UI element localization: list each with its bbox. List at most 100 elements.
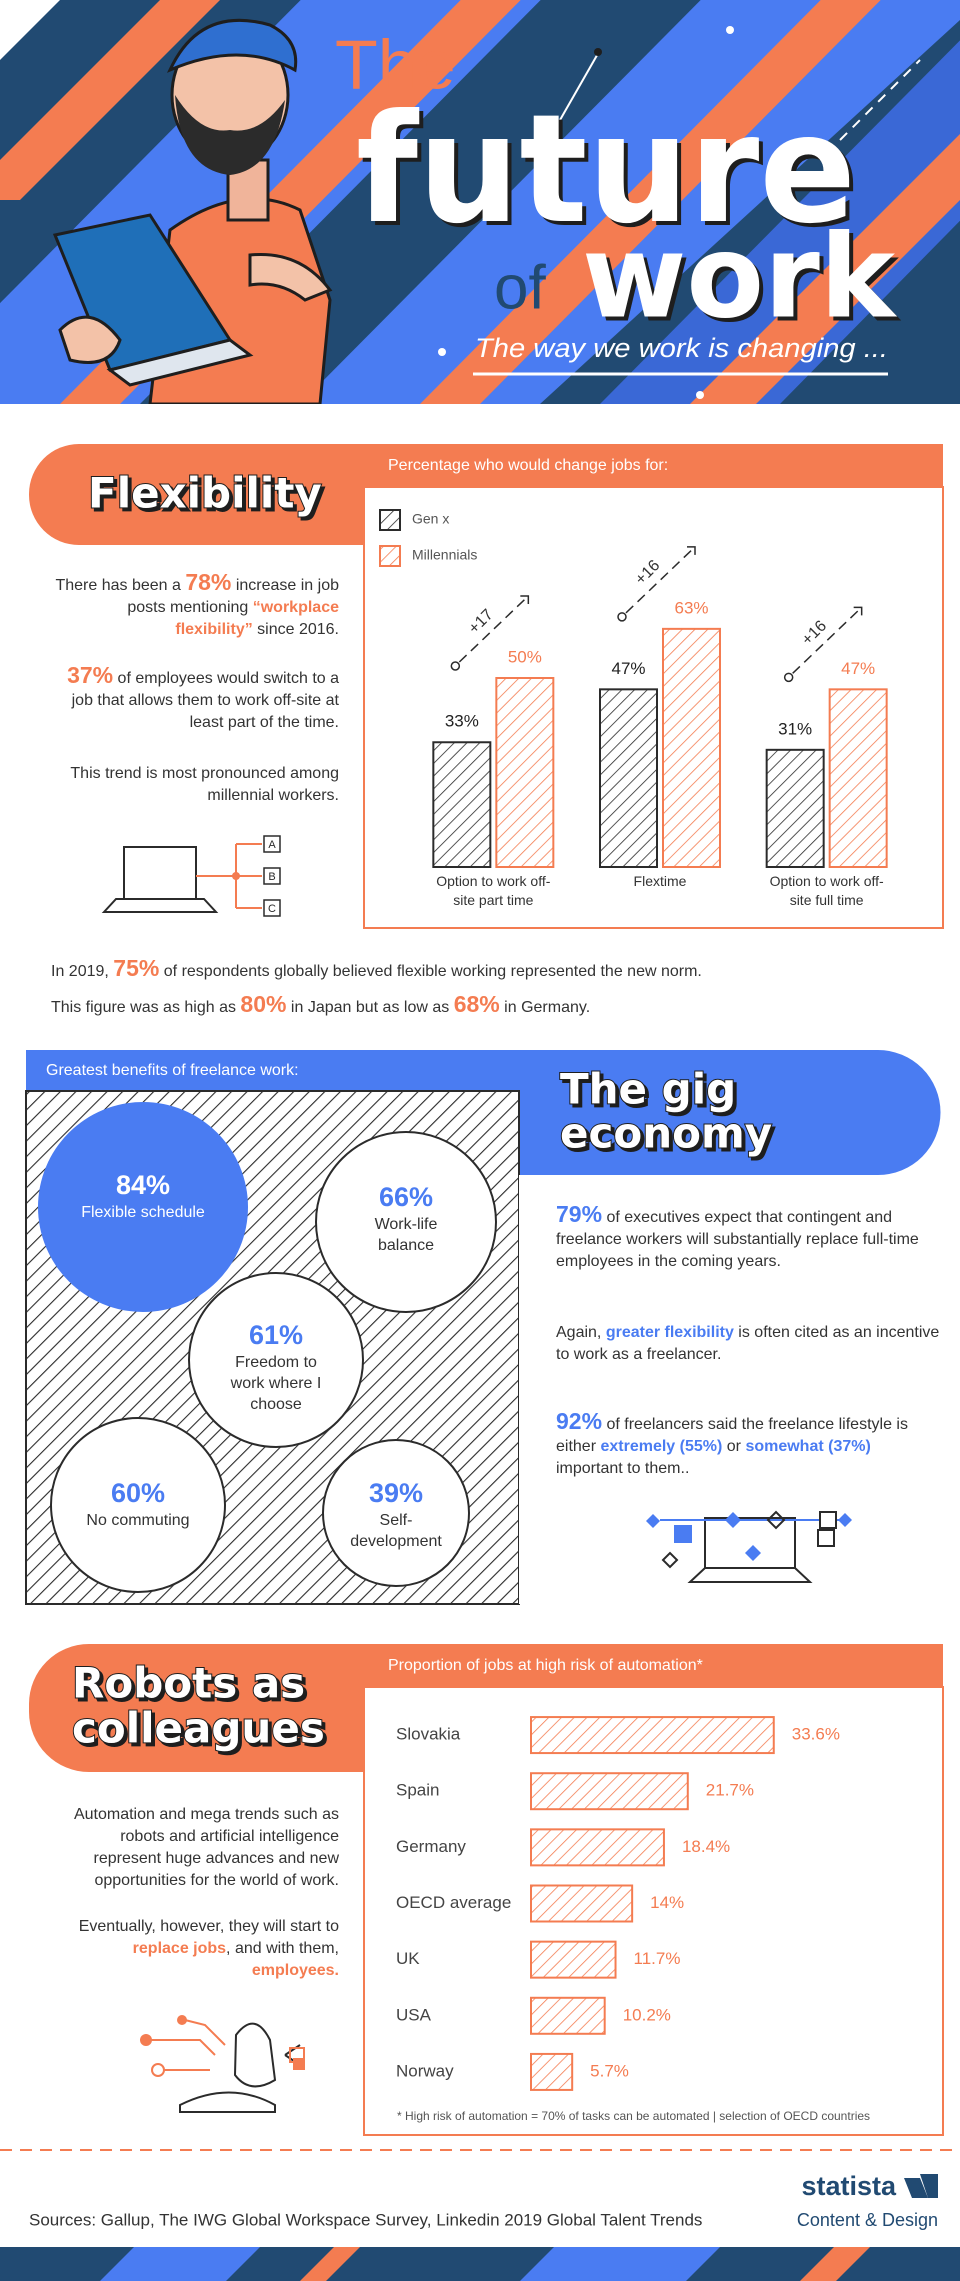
annotation-arrowhead <box>520 595 530 604</box>
diagram-label: C <box>268 903 276 915</box>
annotation-dot <box>450 661 461 671</box>
footnote: * High risk of automation = 70% of tasks… <box>397 2109 870 2123</box>
decoration <box>263 835 281 853</box>
decoration <box>904 2178 928 2198</box>
decoration <box>188 1272 364 1448</box>
decoration <box>838 1513 852 1527</box>
y-tick-label: OECD average <box>396 1893 511 1912</box>
decoration <box>420 0 881 404</box>
diagram-label: A <box>268 839 276 851</box>
decoration <box>438 348 446 356</box>
decoration <box>725 1512 741 1528</box>
decoration <box>661 1551 679 1569</box>
annotation-dot <box>617 612 627 622</box>
y-tick-label: Norway <box>396 2061 454 2080</box>
highlight: “workplace flexibility” <box>175 599 339 638</box>
text: is often cited as an incentive to work a… <box>556 1324 940 1363</box>
benefit: 61% Freedom to work where I choose <box>216 1318 336 1415</box>
decoration <box>0 0 220 200</box>
bar <box>765 748 825 869</box>
paragraph: Automation and mega trends such as robot… <box>49 1804 339 1892</box>
text: in Japan but as low as <box>286 999 454 1016</box>
text: Again, <box>556 1324 606 1341</box>
section-title: Robots as <box>72 1659 305 1708</box>
decoration <box>300 2247 360 2281</box>
decoration <box>263 867 281 885</box>
text: important to them.. <box>556 1460 690 1477</box>
benefit-label: Self-development <box>350 1512 442 1550</box>
paragraph: 37% of employees would switch to a job t… <box>49 664 339 734</box>
y-tick-label: USA <box>396 2005 432 2024</box>
benefit-value: 84% <box>115 1170 171 1200</box>
decoration <box>800 2247 870 2281</box>
highlight: somewhat (37%) <box>745 1438 871 1455</box>
decoration <box>100 2247 260 2281</box>
chart-title: Percentage who would change jobs for: <box>388 457 668 474</box>
y-tick-label: Slovakia <box>396 1725 461 1744</box>
paragraph: There has been a 78% increase in job pos… <box>49 571 339 641</box>
stat-line: In 2019, 75% of respondents globally bel… <box>51 952 931 1024</box>
decoration <box>660 1510 840 1583</box>
bar <box>530 1940 617 1979</box>
value-label: 10.2% <box>623 2005 671 2024</box>
decoration <box>519 1050 941 1175</box>
text: or <box>722 1438 746 1455</box>
decoration <box>58 315 122 364</box>
text: Automation and mega trends such as robot… <box>73 1806 339 1889</box>
text: of respondents globally believed flexibl… <box>159 963 702 980</box>
brand-sub: Content & Design <box>797 2210 938 2230</box>
decoration <box>519 1175 960 1604</box>
x-tick-label: Option to work off-site part time <box>436 873 551 908</box>
decoration <box>29 1644 429 1772</box>
y-tick-label: Germany <box>396 1837 466 1856</box>
text: In 2019, <box>51 963 114 980</box>
highlight: greater flexibility <box>605 1324 734 1341</box>
text: This figure was as high as <box>51 999 241 1016</box>
section-title: colleagues <box>72 1704 325 1753</box>
chart-title: Proportion of jobs at high risk of autom… <box>388 1657 703 1674</box>
decoration <box>150 2019 305 2113</box>
value-label: 5.7% <box>590 2061 629 2080</box>
value-label: 14% <box>650 1893 684 1912</box>
decoration <box>248 252 333 302</box>
decoration <box>29 444 429 545</box>
decoration <box>0 0 60 60</box>
decoration <box>179 2091 276 2113</box>
decoration <box>0 2247 960 2281</box>
bar <box>495 677 555 868</box>
benefit: 66% Work-life balance <box>356 1180 456 1256</box>
title-line: work <box>582 211 897 345</box>
legend-label: Gen x <box>412 511 449 527</box>
value-label: 31% <box>778 719 812 738</box>
decoration <box>26 1050 519 1091</box>
section-title: economy <box>560 1109 772 1158</box>
highlight: 78% <box>185 569 232 595</box>
decoration <box>696 391 704 399</box>
text: Eventually, however, they will start to <box>78 1918 339 1935</box>
decoration <box>123 846 197 900</box>
decoration <box>106 338 254 387</box>
decoration <box>263 899 281 917</box>
bar <box>530 1772 689 1811</box>
decoration <box>559 49 601 121</box>
decoration <box>232 872 240 880</box>
decoration <box>690 134 960 404</box>
value-label: 47% <box>611 659 645 678</box>
decoration <box>726 26 734 34</box>
legend-swatch <box>379 509 401 531</box>
bar <box>432 741 492 869</box>
decoration <box>745 1545 761 1561</box>
decoration <box>50 1417 226 1593</box>
decoration <box>101 898 219 913</box>
x-tick-label: Option to work off-site full time <box>769 873 884 908</box>
paragraph: Eventually, however, they will start to … <box>49 1916 339 1982</box>
decoration <box>150 2019 226 2071</box>
bar <box>530 1884 634 1923</box>
bar <box>530 1828 665 1867</box>
highlight: 80% <box>240 991 287 1017</box>
paragraph: This trend is most pronounced among mill… <box>49 763 339 807</box>
decoration <box>322 1439 470 1587</box>
